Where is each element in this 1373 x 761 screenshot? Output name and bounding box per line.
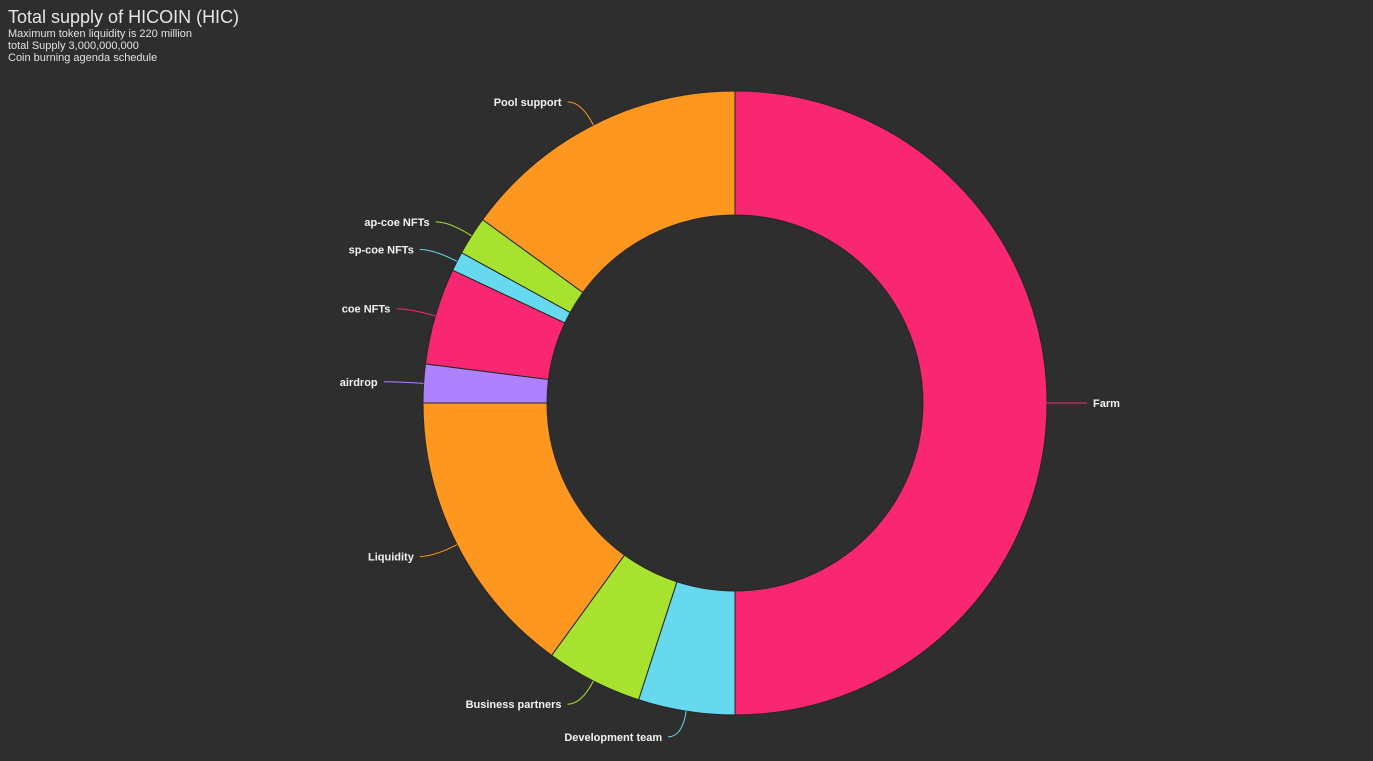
label-airdrop: airdrop <box>340 377 378 389</box>
label-business-partners: Business partners <box>466 699 562 711</box>
slice-farm[interactable] <box>734 90 1048 716</box>
subtitle-line-total-supply: total Supply 3,000,000,000 <box>8 40 139 52</box>
connector-liquidity <box>419 544 458 557</box>
chart-header: Total supply of HICOIN (HIC) Maximum tok… <box>8 6 239 64</box>
donut-slices <box>422 90 1048 716</box>
slice-pool-support[interactable] <box>481 90 736 294</box>
label-liquidity: Liquidity <box>368 551 415 563</box>
label-pool-support: Pool support <box>494 97 562 109</box>
slice-labels: Farm Development team Business partners Liq… <box>340 97 1120 744</box>
subtitle-line-liquidity: Maximum token liquidity is 220 million <box>8 28 193 40</box>
connector-airdrop <box>383 381 424 384</box>
label-coe-nfts: coe NFTs <box>342 304 391 316</box>
label-sp-coe-nfts: sp-coe NFTs <box>349 245 414 257</box>
connector-business-partners <box>567 680 594 705</box>
label-farm: Farm <box>1093 398 1120 410</box>
connector-ap-coe-nfts <box>435 221 472 237</box>
connector-pool-support <box>567 101 594 126</box>
subtitle-line-burning: Coin burning agenda schedule <box>8 52 158 64</box>
connector-sp-coe-nfts <box>419 249 458 262</box>
label-ap-coe-nfts: ap-coe NFTs <box>364 217 429 229</box>
chart-title: Total supply of HICOIN (HIC) <box>8 7 240 27</box>
connector-coe-nfts <box>396 308 436 317</box>
connector-development-team <box>668 711 687 738</box>
label-development-team: Development team <box>564 732 662 744</box>
